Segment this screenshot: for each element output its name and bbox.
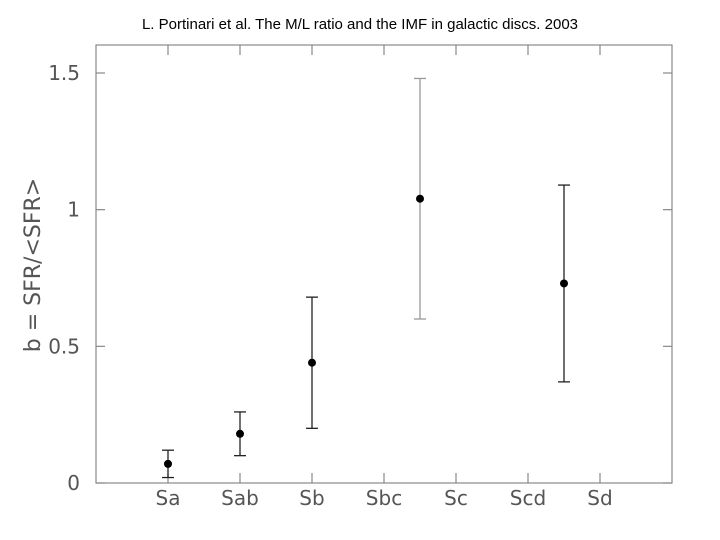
data-point [308, 358, 316, 367]
plot-frame [95, 44, 673, 484]
y-tick-label: 1.5 [48, 61, 80, 85]
data-point [164, 459, 172, 468]
y-tick-label: 0 [67, 471, 80, 495]
x-tick-label: Sa [156, 486, 181, 510]
citation-header: L. Portinari et al. The M/L ratio and th… [141, 16, 579, 33]
data-point [236, 429, 244, 438]
data-point [416, 194, 424, 203]
data-point [560, 279, 568, 288]
x-tick-label: Sbc [366, 486, 402, 510]
y-axis-label: b = SFR/<SFR> [21, 178, 46, 352]
x-tick-label: Sd [587, 486, 612, 510]
x-tick-label: Scd [510, 486, 546, 510]
y-tick-label: 0.5 [48, 334, 80, 358]
x-tick-label: Sc [444, 486, 468, 510]
x-tick-label: Sb [299, 486, 324, 510]
y-tick-label: 1 [67, 198, 80, 222]
x-tick-label: Sab [221, 486, 259, 510]
